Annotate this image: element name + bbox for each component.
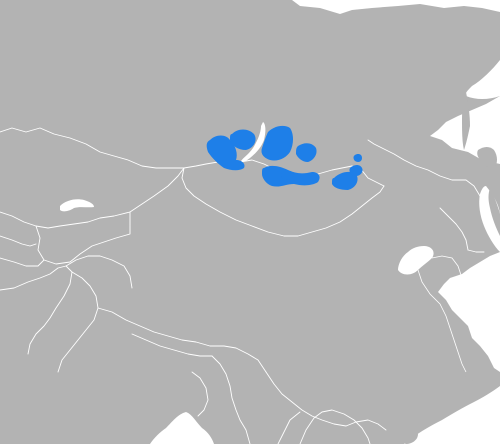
border-china-india [97,307,267,373]
buryatia-west [206,135,245,171]
zabaykalsky-east [349,165,363,176]
mongolia-north-dornod [332,171,358,190]
buryatia-north [261,125,293,161]
coast-east-china [417,269,467,373]
sakhalin [462,92,470,150]
lake-baikal [241,122,266,162]
border-china-vietnam [345,419,387,431]
border-china-kashmir [65,255,133,289]
sea-of-okhotsk [465,60,500,99]
aga-buryat-dot [353,154,362,162]
border-kazakhstan-south [0,211,131,229]
border-thailand [277,411,301,444]
hainan [401,429,418,444]
border-laos-vietnam [299,409,371,444]
border-russia-kazakhstan [0,127,185,169]
border-bangladesh [191,371,209,417]
border-nepal [131,333,213,357]
buryatia-east [296,143,317,162]
border-china-korea [439,207,469,251]
japan-hokkaido [477,147,497,169]
bay-of-bengal [150,412,214,444]
lake-balkhash [60,199,94,212]
border-tajik-afghan [0,257,45,267]
bohai-sea [398,246,434,275]
border-mongolia-china [181,167,385,237]
south-china-sea [404,386,500,444]
country-borders [0,127,491,444]
border-pakistan-india [57,271,99,373]
border-india-myanmar [211,355,251,444]
coastlines [417,255,467,373]
border-kazakhstan-china [129,167,185,213]
highlighted-regions [206,125,363,190]
coast-korea-west [431,255,465,291]
border-uzbek [0,235,37,247]
border-afghan-pakistan [0,265,73,355]
border-central-asia-inner [35,211,131,265]
buryatia-irkutsk [230,129,256,150]
border-korea-dmz [467,249,485,253]
border-russia-china-amur [367,139,491,223]
border-myanmar-china [265,371,347,427]
mongolia-north-khentii [281,170,294,180]
japan-honshu [488,188,500,236]
taiwan [463,372,473,395]
